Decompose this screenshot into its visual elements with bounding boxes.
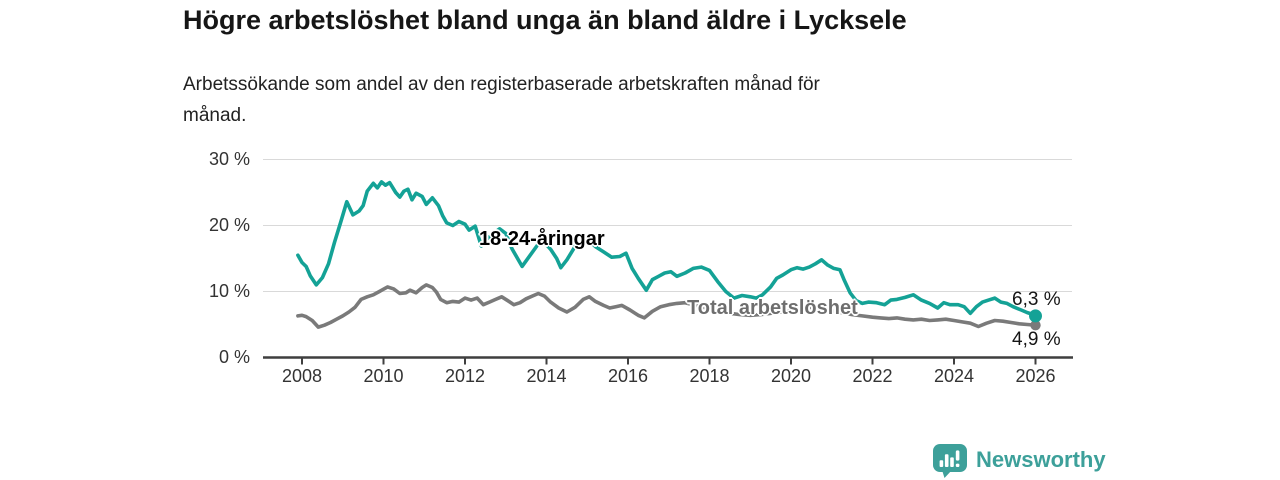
series-end-dot-total <box>1030 319 1041 331</box>
chart-subtitle: Arbetssökande som andel av den registerb… <box>183 74 820 126</box>
end-value-label-total: 4,9 % <box>1012 329 1061 350</box>
end-value-label-youth: 6,3 % <box>1012 289 1061 310</box>
newsworthy-logo: Newsworthy <box>933 444 1106 478</box>
series-line-total <box>296 283 1038 329</box>
series-end-dot-youth <box>1029 309 1042 323</box>
newsworthy-speech-bubble-chart-icon <box>933 444 967 478</box>
series-label-total: Total arbetslöshet <box>687 297 858 319</box>
series-line-youth <box>296 180 1038 318</box>
brand-name: Newsworthy <box>976 447 1106 472</box>
series-label-youth: 18-24-åringar <box>479 228 605 250</box>
page-title: Högre arbetslöshet bland unga än bland ä… <box>183 5 907 35</box>
